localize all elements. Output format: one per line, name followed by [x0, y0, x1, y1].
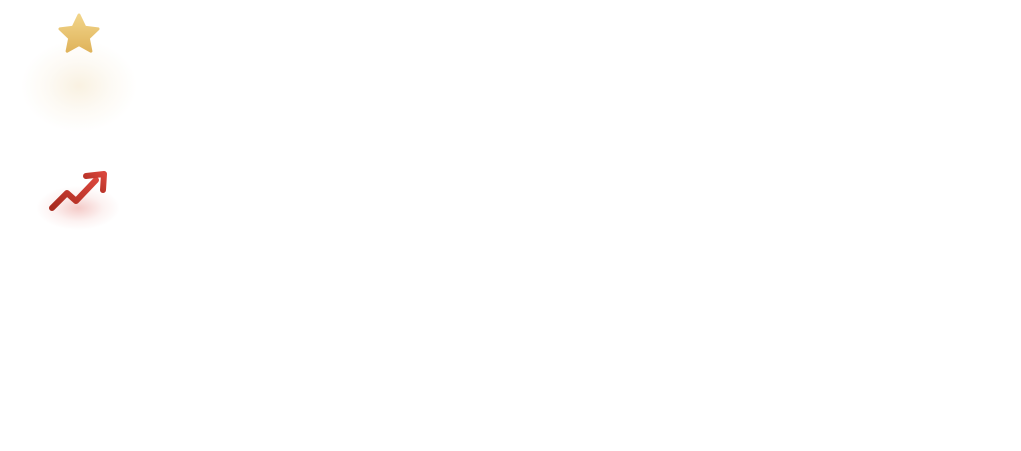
star-icon [20, 4, 140, 134]
trending-up-icon [30, 160, 130, 240]
